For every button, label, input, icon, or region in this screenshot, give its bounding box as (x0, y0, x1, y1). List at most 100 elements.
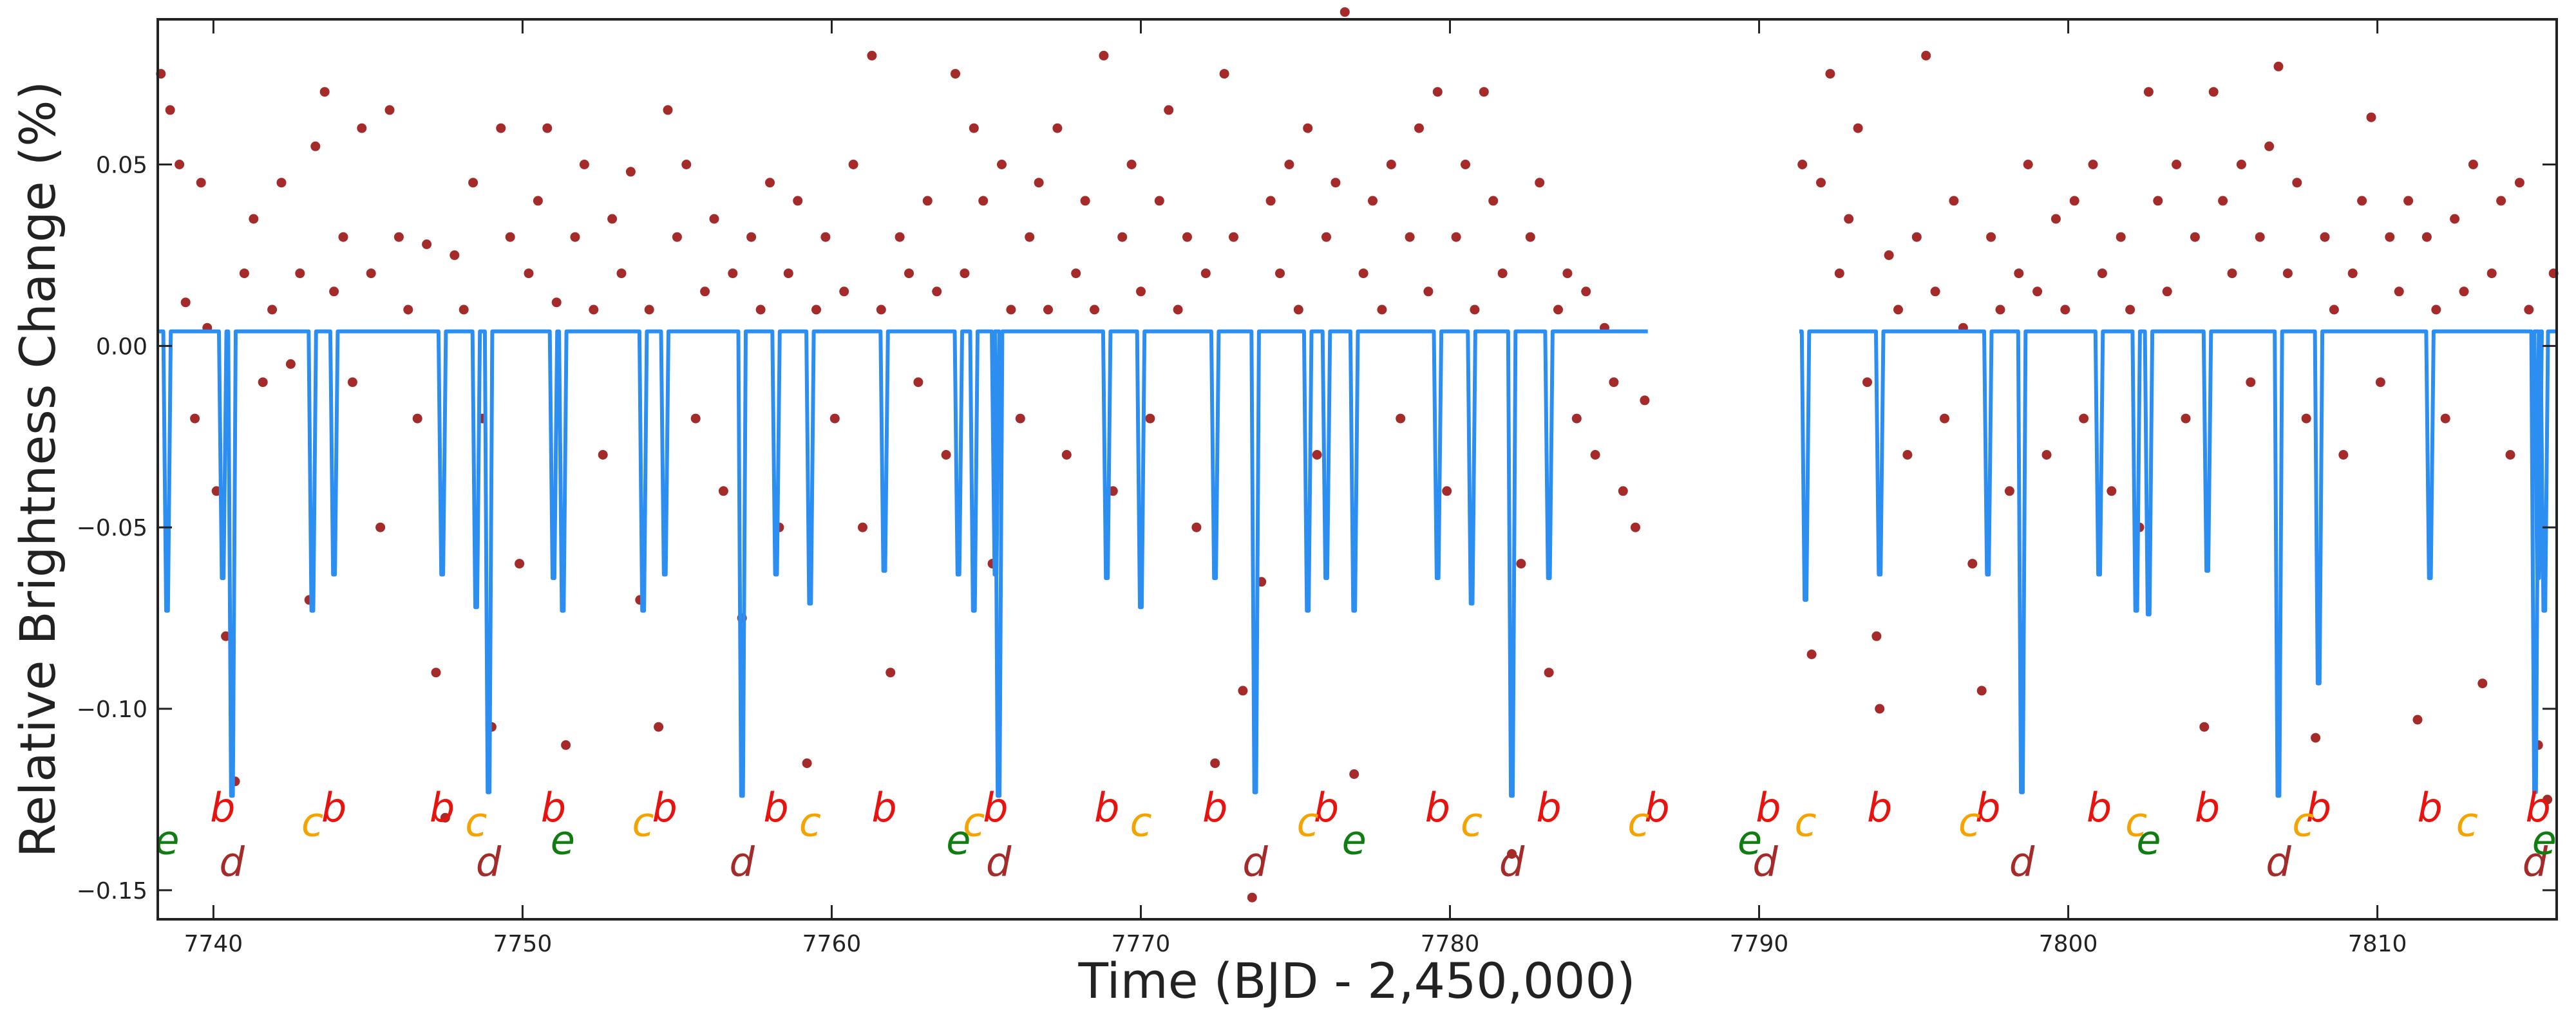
data-point (1590, 450, 1600, 460)
data-point (533, 196, 543, 206)
data-point (718, 486, 728, 496)
data-point (913, 377, 923, 388)
data-point (690, 413, 701, 424)
data-point (1479, 87, 1489, 97)
data-point (997, 160, 1007, 169)
data-point (249, 214, 259, 224)
data-point (700, 286, 710, 297)
data-point (2004, 486, 2014, 496)
data-point (338, 232, 348, 242)
data-point (295, 268, 305, 279)
data-point (589, 304, 599, 315)
data-point (1497, 268, 1508, 279)
data-point (2514, 178, 2524, 188)
data-point (403, 304, 413, 315)
transit-label-b: b (1644, 784, 1669, 831)
transit-label-b: b (983, 784, 1008, 831)
data-point (1995, 304, 2005, 315)
data-point (1844, 214, 1854, 224)
data-point (1219, 69, 1229, 79)
data-point (783, 268, 793, 279)
x-tick-label: 7800 (2039, 931, 2098, 957)
data-point (2236, 160, 2246, 169)
data-point (1432, 87, 1443, 97)
transit-label-b: b (763, 784, 788, 831)
x-axis: 7740 7750 7760 7770 7780 7790 7800 7810 (184, 19, 2407, 957)
data-point (2218, 196, 2228, 206)
data-point (2097, 268, 2107, 279)
data-point (2385, 232, 2395, 242)
data-point (329, 286, 339, 297)
data-point (1154, 196, 1164, 206)
data-point (839, 286, 849, 297)
data-point (347, 377, 357, 388)
data-point (2394, 286, 2404, 297)
data-point (1806, 650, 1817, 659)
data-point (625, 167, 636, 177)
y-tick-label: −0.10 (77, 697, 147, 723)
data-point (1099, 50, 1109, 61)
data-point (2227, 268, 2237, 279)
transit-label-d: d (220, 838, 245, 885)
data-point (1862, 377, 1872, 388)
y-axis-title: Relative Brightness Change (%) (9, 81, 66, 857)
data-point (1358, 268, 1368, 279)
data-point (978, 196, 989, 206)
data-point (1025, 232, 1035, 242)
x-tick-label: 7740 (184, 931, 243, 957)
data-point (2421, 232, 2432, 242)
data-point (2208, 87, 2219, 97)
data-point (1875, 704, 1885, 714)
data-point (2477, 679, 2488, 689)
data-point (728, 268, 738, 279)
transit-label-e: e (2136, 817, 2161, 864)
y-tick-label: −0.05 (77, 515, 147, 541)
data-point (165, 105, 175, 115)
data-point (1006, 304, 1016, 315)
transit-label-c: c (1130, 798, 1151, 845)
data-point (1386, 160, 1396, 169)
data-point (2329, 304, 2339, 315)
data-point (755, 304, 766, 315)
data-point (1949, 196, 1959, 206)
transit-label-b: b (2526, 784, 2551, 831)
y-tick-label: −0.15 (77, 878, 147, 904)
data-point (2292, 178, 2302, 188)
data-point (2543, 794, 2553, 805)
data-point (2143, 87, 2154, 97)
transit-label-c: c (2292, 798, 2314, 845)
data-point (2264, 141, 2275, 151)
data-point (1265, 196, 1276, 206)
data-point (276, 178, 287, 188)
data-point (1902, 450, 1913, 460)
data-point (579, 160, 589, 169)
data-point (1052, 123, 1063, 133)
transit-model (158, 329, 2557, 798)
data-point (2255, 232, 2265, 242)
data-point (1442, 486, 1452, 496)
transit-label-d: d (476, 838, 502, 885)
transit-label-b: b (1756, 784, 1781, 831)
data-point (285, 359, 296, 369)
data-point (867, 50, 877, 61)
transit-label-e: e (1738, 817, 1762, 864)
data-point (904, 268, 914, 279)
data-point (2320, 232, 2330, 242)
data-point (1797, 160, 1808, 169)
data-point (267, 304, 278, 315)
data-point (1210, 758, 1220, 769)
data-point (2199, 722, 2210, 732)
data-point (2153, 196, 2163, 206)
data-point (505, 232, 515, 242)
data-point (2060, 304, 2070, 315)
data-point (1571, 413, 1582, 424)
data-point (412, 413, 422, 424)
data-point (570, 232, 580, 242)
transit-label-e: e (946, 817, 971, 864)
data-point (1200, 268, 1211, 279)
data-point (1834, 268, 1844, 279)
data-point (1893, 304, 1903, 315)
transit-labels: b b b b b b b b b b b b b b b b b b b b b bc c c c c c c c c c c c c cd d d d… (155, 784, 2557, 886)
data-point (1618, 486, 1628, 496)
data-point (1986, 232, 1996, 242)
